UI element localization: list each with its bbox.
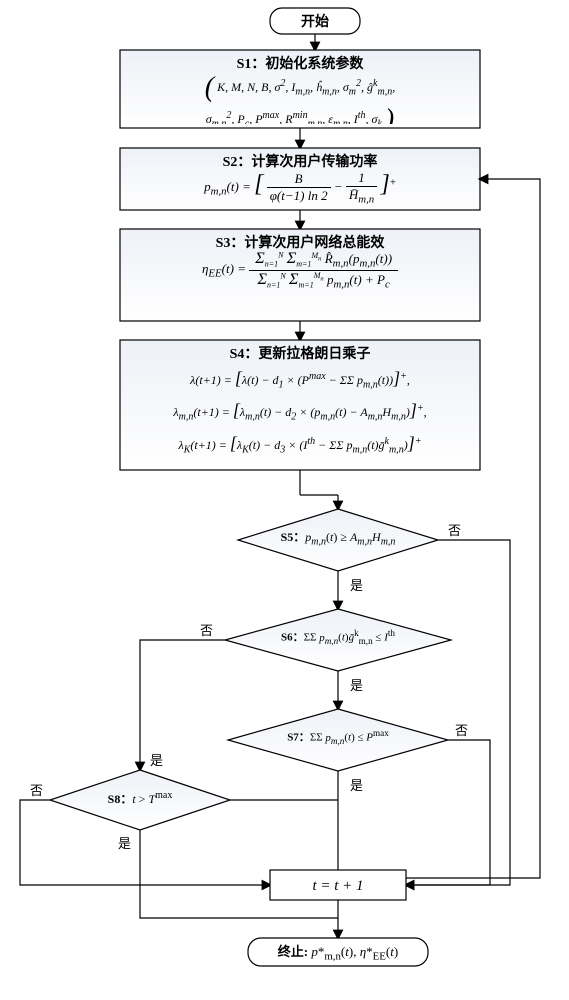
start-node: 开始: [270, 8, 360, 34]
end-label: 终止:: [278, 944, 308, 959]
s8-yes: 是: [118, 836, 131, 851]
s7-decision: S7：ΣΣ pm,n(t) ≤ Pmax: [228, 709, 448, 771]
svg-text:t = t + 1: t = t + 1: [312, 878, 363, 894]
s2-box: S2：计算次用户传输功率 pm,n(t) = [ B φ(t−1) ln 2 −…: [120, 148, 480, 210]
s8-no: 否: [30, 783, 43, 798]
edge: [406, 740, 490, 885]
s3-box: S3：计算次用户网络总能效 ηEE(t) = Σn=1N Σm=1Mn R̂m,…: [120, 229, 480, 321]
s5-no: 否: [448, 523, 461, 538]
inc-box: t = t + 1: [270, 870, 406, 900]
end-node: 终止: p*m,n(t), η*EE(t): [248, 938, 428, 966]
s4-title: S4：更新拉格朗日乘子: [230, 345, 371, 362]
s7-no: 否: [455, 723, 468, 738]
s1-box: S1：初始化系统参数 ( K, M, N, B, σ2, Im,n, ĥm,n,…: [120, 50, 480, 128]
edge: [140, 640, 225, 770]
s7-yes: 是: [350, 778, 363, 793]
s5-yes: 是: [350, 578, 363, 593]
s6-no: 否: [200, 623, 213, 638]
s6-yes: 是: [350, 678, 363, 693]
s8-decision: S8：t > Tmax: [50, 770, 230, 830]
s4-box: S4：更新拉格朗日乘子 λ(t+1) = [λ(t) − d1 × (Pmax …: [120, 340, 480, 470]
s1-title: S1：初始化系统参数: [237, 55, 365, 72]
edge: [406, 540, 510, 885]
s3-title: S3：计算次用户网络总能效: [216, 234, 386, 251]
s8-yes2: 是: [150, 753, 163, 768]
s6-decision: S6：ΣΣ pm,n(t)ḡkm,n ≤ Ith: [225, 609, 451, 671]
start-label: 开始: [301, 13, 329, 30]
s2-title: S2：计算次用户传输功率: [223, 153, 378, 170]
s5-decision: S5：pm,n(t) ≥ Am,nHm,n: [238, 509, 438, 571]
